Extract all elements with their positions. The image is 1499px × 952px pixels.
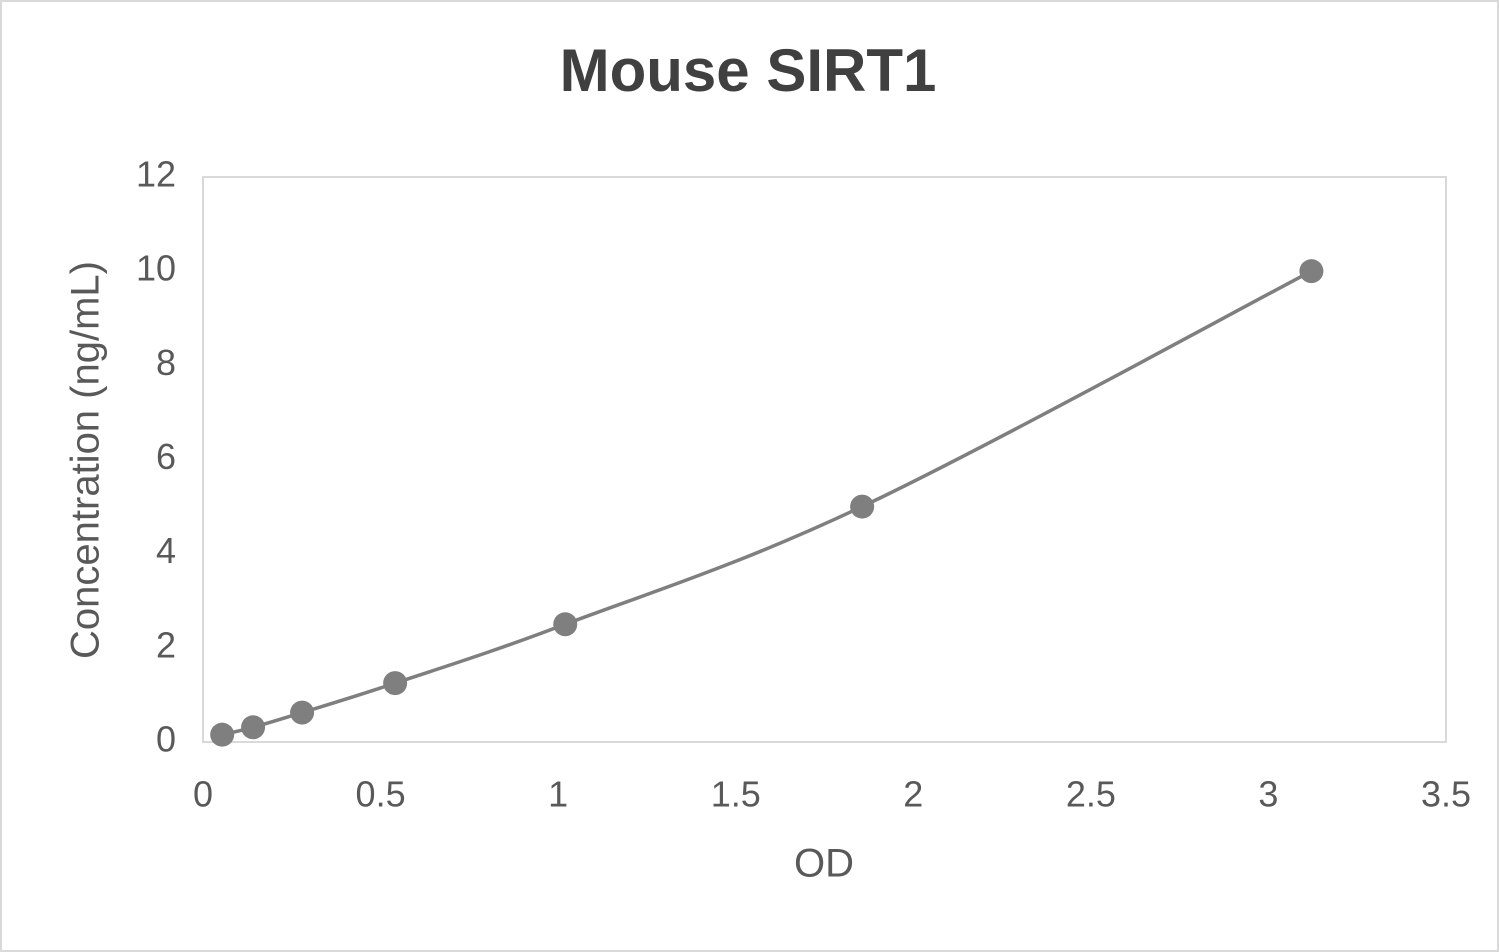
x-tick-label: 3.5 xyxy=(1421,774,1471,815)
y-tick-label: 8 xyxy=(156,342,176,383)
data-point xyxy=(553,612,578,637)
data-point xyxy=(383,671,408,696)
y-axis-label: Concentration (ng/mL) xyxy=(64,261,108,659)
x-tick-label: 3 xyxy=(1258,774,1278,815)
y-tick-label: 12 xyxy=(136,154,176,195)
x-axis-label: OD xyxy=(794,842,854,886)
x-tick-label: 2 xyxy=(903,774,923,815)
data-point xyxy=(241,715,266,740)
y-tick-label: 6 xyxy=(156,436,176,477)
data-point xyxy=(210,722,235,747)
data-point xyxy=(1299,259,1324,284)
data-point xyxy=(290,700,315,725)
x-tick-label: 0.5 xyxy=(356,774,406,815)
plot-border xyxy=(202,176,1447,743)
x-tick-label: 1.5 xyxy=(711,774,761,815)
x-tick-label: 1 xyxy=(548,774,568,815)
y-tick-label: 0 xyxy=(156,719,176,760)
y-tick-label: 10 xyxy=(136,248,176,289)
x-tick-label: 0 xyxy=(193,774,213,815)
chart-title: Mouse SIRT1 xyxy=(560,37,937,104)
x-tick-label: 2.5 xyxy=(1066,774,1116,815)
y-tick-label: 4 xyxy=(156,530,176,571)
y-tick-label: 2 xyxy=(156,624,176,665)
data-point xyxy=(850,494,875,519)
